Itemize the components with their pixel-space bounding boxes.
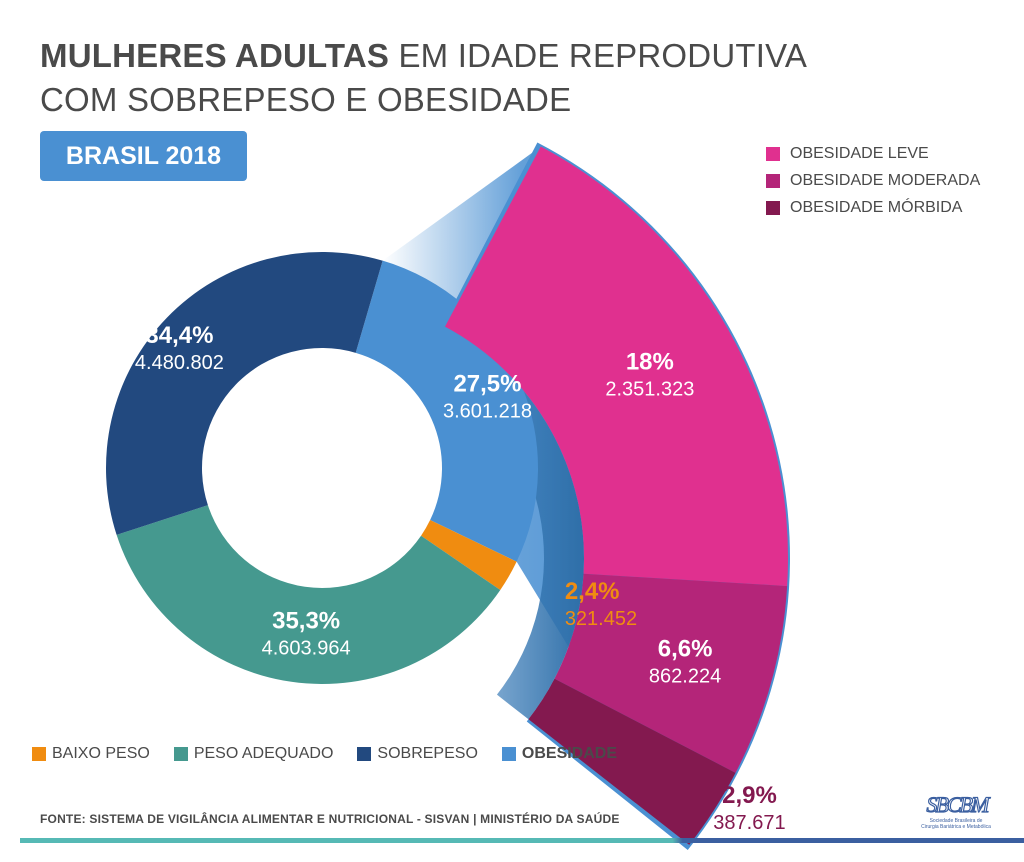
label-obesidade-mórbida-percent: 2,9% [722,782,777,809]
legend-item-baixo-peso: BAIXO PESO [32,745,150,763]
legend-swatch [501,747,516,761]
legend-swatch [357,747,372,761]
label-obesidade-moderada-percent: 6,6% [658,636,713,663]
label-obesidade-percent: 27,5% [453,371,521,398]
breakdown-segment-obesidade-moderada [554,573,788,773]
legend-item-sobrepeso: SOBREPESO [357,745,478,763]
chart-title: MULHERES ADULTAS EM IDADE REPRODUTIVA CO… [40,34,840,122]
label-peso-adequado-percent: 35,3% [272,607,340,634]
breakdown-legend: OBESIDADE LEVE OBESIDADE MODERADA OBESID… [766,140,980,221]
source-footer: FONTE: SISTEMA DE VIGILÂNCIA ALIMENTAR E… [40,812,620,826]
legend-item-obesidade-morbida: OBESIDADE MÓRBIDA [766,194,980,221]
label-obesidade-leve-count: 2.351.323 [605,379,694,401]
legend-swatch [766,173,780,188]
legend-item-peso-adequado: PESO ADEQUADO [173,745,334,763]
label-sobrepeso-percent: 34,4% [145,322,213,349]
legend-label: OBESIDADE LEVE [790,144,929,162]
logo-caption: Sociedade Brasileira de Cirurgia Bariátr… [906,818,1006,830]
legend-label: OBESIDADE MÓRBIDA [790,198,963,216]
legend-item-obesidade-leve: OBESIDADE LEVE [766,140,980,167]
breakdown-segment-obesidade-leve [445,146,788,587]
label-baixo-peso-percent: 2,4% [565,578,620,605]
legend-swatch [766,146,780,161]
logo-mark: SBCBM [927,792,992,817]
title-bold: MULHERES ADULTAS [40,37,390,74]
label-peso-adequado-count: 4.603.964 [262,637,351,659]
title-rest: EM IDADE REPRODUTIVA [389,37,808,74]
connector-inner-band [426,326,584,720]
legend-label: PESO ADEQUADO [193,745,334,762]
footer-divider [20,838,1024,843]
legend-item-obesidade-moderada: OBESIDADE MODERADA [766,167,980,194]
sbcbm-logo: SBCBM [926,791,994,817]
legend-label: OBESIDADE [521,745,618,762]
data-labels: 34,4% 4.480.802 27,5% 3.601.218 35,3% 4.603.9… [135,322,786,834]
label-obesidade-mórbida-count: 387.671 [713,812,785,834]
breakdown-segment-obesidade-mórbida [528,678,736,845]
donut-slice-peso-adequado [116,505,501,685]
label-obesidade-leve-percent: 18% [626,349,674,376]
year-badge: BRASIL 2018 [40,131,247,181]
donut-slice-sobrepeso [106,251,383,535]
label-sobrepeso-count: 4.480.802 [135,352,224,374]
legend-swatch [32,747,46,761]
logo-text-2: Cirurgia Bariátrica e Metabólica [921,824,991,830]
label-obesidade-count: 3.601.218 [443,401,532,423]
title-line2: COM SOBREPESO E OBESIDADE [40,81,572,118]
legend-label: SOBREPESO [377,745,478,762]
legend-swatch [173,747,188,761]
legend-swatch [766,200,780,215]
donut-slice-baixo-peso [421,520,517,590]
label-obesidade-moderada-count: 862.224 [649,666,721,688]
legend-item-obesidade: OBESIDADE [501,745,618,763]
label-baixo-peso-count: 321.452 [565,608,637,630]
logo-text-1: Sociedade Brasileira de [929,818,983,824]
legend-label: OBESIDADE MODERADA [790,171,981,189]
main-legend: BAIXO PESO PESO ADEQUADO SOBREPESO OBESI… [32,745,617,763]
obesity-breakdown-arc [442,142,791,850]
legend-label: BAIXO PESO [52,745,150,762]
